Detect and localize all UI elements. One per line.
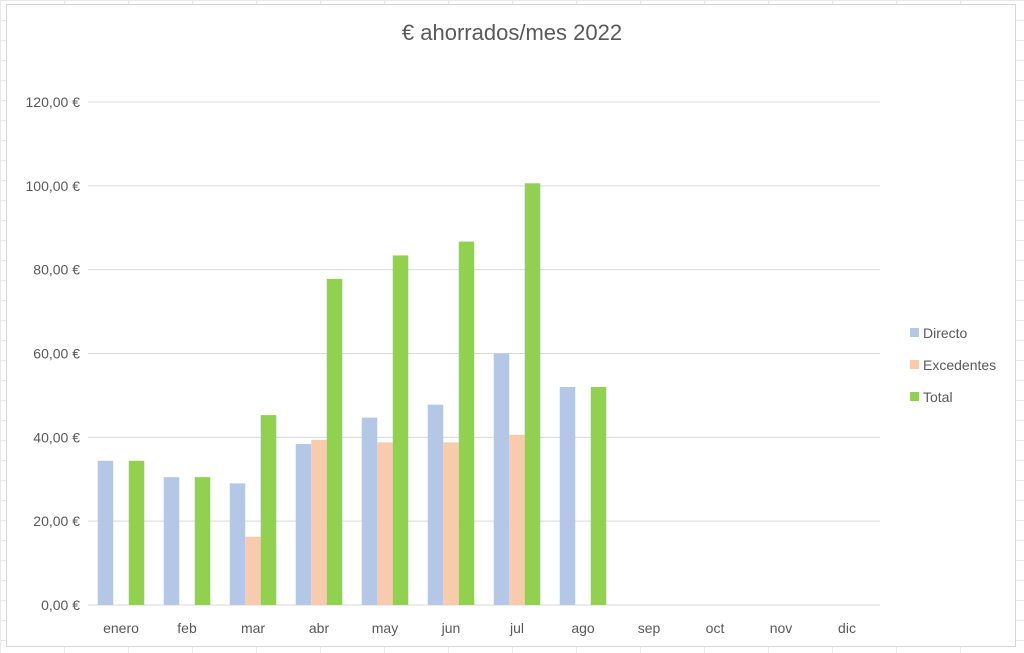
bar-excedentes-jun[interactable] bbox=[443, 442, 459, 605]
legend-label-excedentes[interactable]: Excedentes bbox=[923, 357, 996, 373]
legend-label-directo[interactable]: Directo bbox=[923, 325, 968, 341]
x-tick-label: ago bbox=[571, 620, 595, 636]
bar-directo-may[interactable] bbox=[361, 417, 378, 605]
bar-excedentes-jul[interactable] bbox=[509, 434, 525, 605]
bar-excedentes-may[interactable] bbox=[377, 442, 393, 605]
bar-directo-mar[interactable] bbox=[229, 483, 246, 605]
bar-directo-enero[interactable] bbox=[97, 460, 114, 605]
y-tick-label: 120,00 € bbox=[26, 94, 81, 110]
legend-swatch-directo bbox=[910, 328, 919, 337]
y-tick-label: 20,00 € bbox=[33, 513, 80, 529]
x-axis-tick-labels: enero feb mar abr may jun jul ago sep oct nov dic bbox=[103, 620, 856, 636]
x-tick-label: nov bbox=[770, 620, 793, 636]
chart-title: € ahorrados/mes 2022 bbox=[402, 20, 622, 45]
legend[interactable]: Directo Excedentes Total bbox=[910, 325, 996, 405]
bar-total-mar[interactable] bbox=[260, 415, 277, 605]
bar-total-enero[interactable] bbox=[128, 460, 145, 605]
x-tick-label: mar bbox=[241, 620, 265, 636]
bar-excedentes-abr[interactable] bbox=[311, 439, 327, 605]
y-axis-tick-labels: 0,00 € 20,00 € 40,00 € 60,00 € 80,00 € 100,00… bbox=[26, 94, 81, 613]
bar-directo-feb[interactable] bbox=[163, 477, 180, 605]
bar-directo-jul[interactable] bbox=[493, 353, 510, 606]
bar-total-feb[interactable] bbox=[194, 477, 211, 605]
bars bbox=[97, 183, 607, 606]
bar-total-may[interactable] bbox=[392, 255, 409, 606]
bar-directo-jun[interactable] bbox=[427, 404, 444, 605]
x-tick-label: feb bbox=[177, 620, 197, 636]
x-tick-label: enero bbox=[103, 620, 139, 636]
y-tick-label: 60,00 € bbox=[33, 346, 80, 362]
legend-swatch-excedentes bbox=[910, 360, 919, 369]
bar-directo-abr[interactable] bbox=[295, 444, 312, 605]
x-tick-label: jul bbox=[509, 620, 524, 636]
legend-label-total[interactable]: Total bbox=[923, 389, 953, 405]
bar-total-ago[interactable] bbox=[590, 387, 607, 605]
x-tick-label: sep bbox=[638, 620, 661, 636]
y-tick-label: 100,00 € bbox=[26, 178, 81, 194]
legend-swatch-total bbox=[910, 392, 919, 401]
x-tick-label: abr bbox=[309, 620, 330, 636]
x-tick-label: may bbox=[372, 620, 398, 636]
bar-total-jul[interactable] bbox=[524, 183, 541, 605]
bar-total-jun[interactable] bbox=[458, 241, 475, 605]
x-tick-label: oct bbox=[706, 620, 725, 636]
x-tick-label: jun bbox=[441, 620, 461, 636]
bar-total-abr[interactable] bbox=[326, 278, 343, 605]
x-tick-label: dic bbox=[838, 620, 856, 636]
y-tick-label: 80,00 € bbox=[33, 262, 80, 278]
y-tick-label: 40,00 € bbox=[33, 429, 80, 445]
gridlines bbox=[88, 101, 880, 606]
bar-excedentes-mar[interactable] bbox=[245, 536, 261, 605]
bar-directo-ago[interactable] bbox=[559, 387, 576, 605]
y-tick-label: 0,00 € bbox=[41, 597, 80, 613]
